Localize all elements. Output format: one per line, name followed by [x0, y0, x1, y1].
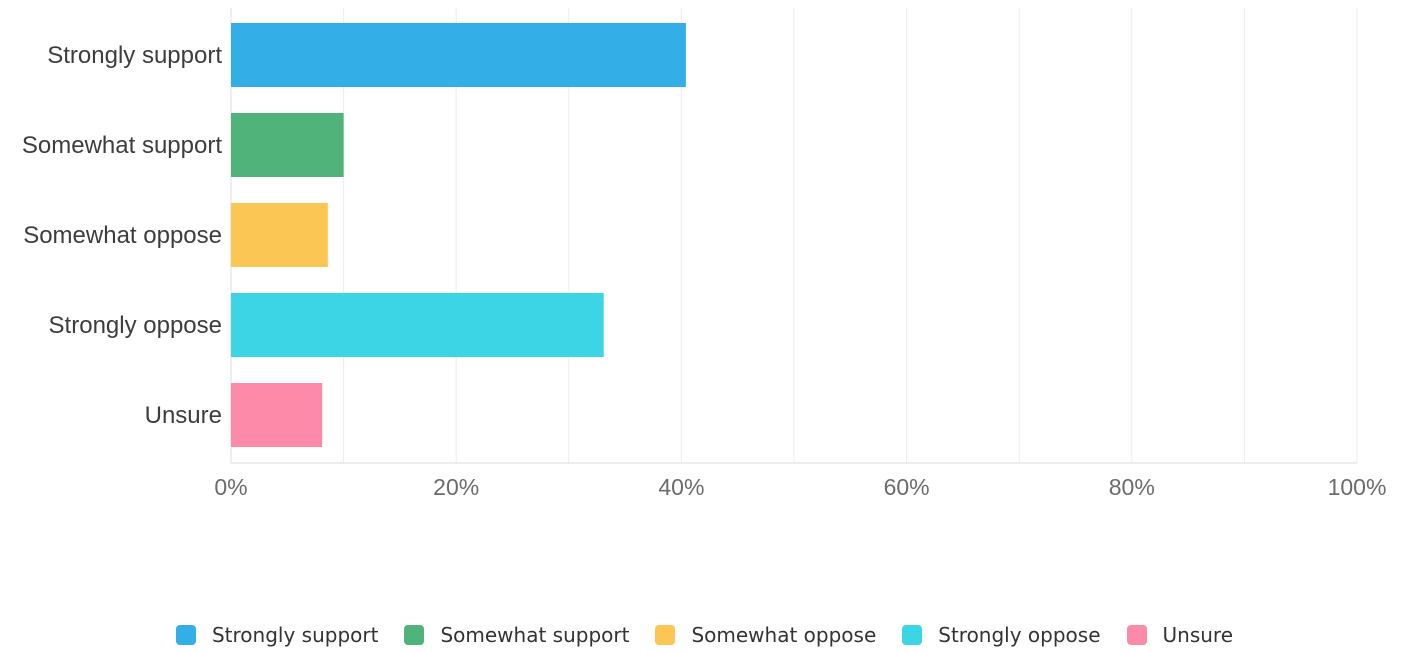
- x-tick-label-100: 100%: [1328, 474, 1387, 500]
- bar-unsure: [231, 383, 323, 447]
- bar-strongly-oppose: [231, 293, 604, 357]
- legend-swatch-somewhat-support: [404, 625, 425, 645]
- x-tick-label-80: 80%: [1109, 474, 1155, 500]
- legend-label-unsure: Unsure: [1162, 623, 1234, 647]
- bars: [231, 23, 686, 447]
- category-label-somewhat-support: Somewhat support: [22, 132, 222, 159]
- legend-swatch-strongly-support: [175, 625, 196, 645]
- x-tick-label-60: 60%: [884, 474, 930, 500]
- category-label-unsure: Unsure: [145, 402, 222, 429]
- x-tick-label-20: 20%: [433, 474, 479, 500]
- category-labels: Strongly support Somewhat support Somewhat…: [22, 42, 222, 429]
- legend-swatch-strongly-oppose: [902, 625, 923, 645]
- chart-legend: Strongly support Somewhat support Somewhat…: [0, 618, 1409, 652]
- legend-item-strongly-support: Strongly support: [175, 623, 379, 647]
- bar-somewhat-support: [231, 113, 344, 177]
- bar-somewhat-oppose: [231, 203, 328, 267]
- legend-swatch-somewhat-oppose: [655, 625, 676, 645]
- x-tick-label-40: 40%: [658, 474, 704, 500]
- category-label-strongly-oppose: Strongly oppose: [49, 312, 222, 339]
- x-tick-label-0: 0%: [214, 474, 247, 500]
- legend-label-somewhat-oppose: Somewhat oppose: [691, 623, 877, 647]
- category-label-somewhat-oppose: Somewhat oppose: [23, 222, 222, 249]
- legend-item-unsure: Unsure: [1126, 623, 1234, 647]
- legend-item-strongly-oppose: Strongly oppose: [902, 623, 1101, 647]
- legend-label-somewhat-support: Somewhat support: [440, 623, 630, 647]
- legend-swatch-unsure: [1126, 625, 1147, 645]
- legend-item-somewhat-oppose: Somewhat oppose: [655, 623, 876, 647]
- category-label-strongly-support: Strongly support: [47, 42, 222, 69]
- legend-label-strongly-support: Strongly support: [211, 623, 379, 647]
- bar-strongly-support: [231, 23, 686, 87]
- legend-item-somewhat-support: Somewhat support: [404, 623, 629, 647]
- x-tick-labels: 0% 20% 40% 60% 80% 100%: [214, 474, 1386, 500]
- legend-label-strongly-oppose: Strongly oppose: [938, 623, 1101, 647]
